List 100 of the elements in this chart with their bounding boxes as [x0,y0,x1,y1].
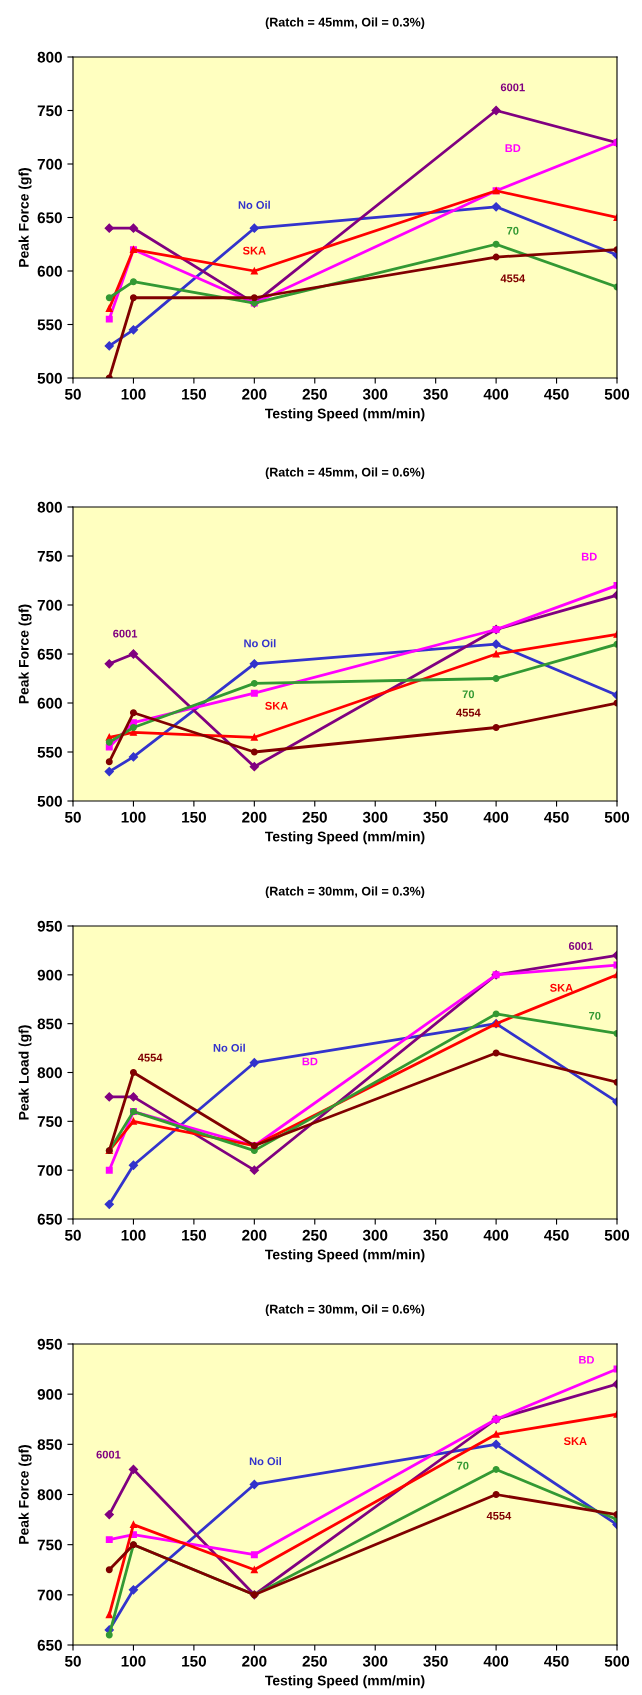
x-tick-label: 200 [242,1655,267,1667]
x-tick-label: 150 [182,811,207,823]
x-tick-label: 500 [604,1655,630,1667]
x-tick-label: 300 [362,1229,388,1241]
y-tick-label: 600 [37,697,62,709]
x-tick-label: 300 [362,1655,388,1667]
x-axis-title: Testing Speed (mm/min) [265,1675,425,1689]
y-tick-label: 750 [37,1539,62,1551]
y-tick-label: 650 [37,1213,62,1225]
y-tick-label: 650 [37,648,62,660]
x-tick-label: 200 [242,811,267,823]
x-tick-label: 350 [423,811,448,823]
series-label: 4554 [500,274,526,283]
series-label: 4554 [486,1511,512,1520]
x-axis-title: Testing Speed (mm/min) [265,831,425,845]
y-tick-label: 850 [37,1439,62,1451]
y-tick-label: 500 [37,372,62,384]
y-axis-title: Peak Force (gf) [18,1445,32,1544]
x-tick-label: 100 [121,1229,146,1241]
series-label: 6001 [568,942,593,950]
x-tick-label: 400 [483,1655,509,1667]
chart-title: (Ratch = 45mm, Oil = 0.6%) [265,467,425,480]
x-axis-title: Testing Speed (mm/min) [265,408,425,422]
x-tick-label: 450 [544,811,569,823]
y-tick-label: 800 [37,1489,62,1501]
chart-title: (Ratch = 30mm, Oil = 0.3%) [265,886,425,899]
y-tick-label: 650 [37,212,62,224]
x-tick-label: 400 [483,388,509,400]
x-tick-label: 350 [423,1229,448,1241]
x-tick-label: 250 [302,1229,327,1241]
y-tick-label: 550 [37,319,62,331]
y-tick-label: 800 [37,1067,62,1079]
y-tick-label: 550 [37,746,62,758]
y-tick-label: 800 [37,51,62,63]
x-tick-label: 150 [182,1229,207,1241]
legend-label: 70 [457,1461,469,1470]
y-tick-label: 950 [37,920,62,932]
text: 70 [507,226,519,235]
x-tick-label: 50 [64,388,81,400]
x-tick-label: 50 [64,811,81,823]
series-label: 6001 [500,83,525,92]
series-label: 70 [589,1011,601,1020]
y-tick-label: 950 [37,1338,62,1350]
series-label: No Oil [244,639,276,648]
series-label: No Oil [249,1457,282,1466]
text: BD [302,1057,318,1066]
x-axis-title: Testing Speed (mm/min) [265,1249,425,1263]
x-tick-label: 250 [302,811,327,823]
x-tick-label: 500 [604,388,630,400]
y-axis-title: Peak Load (gf) [18,1025,32,1120]
series-label: 6001 [96,1450,121,1459]
x-tick-label: 450 [544,1655,569,1667]
x-tick-label: 350 [423,1655,448,1667]
series-label: BD [579,1355,594,1364]
series-label: 6001 [113,629,138,638]
y-tick-label: 650 [37,1639,62,1651]
y-tick-label: 700 [37,1589,62,1601]
y-tick-label: 500 [37,795,62,807]
y-tick-label: 900 [37,969,62,981]
x-tick-label: 100 [121,1655,146,1667]
series-label: 4554 [456,708,481,717]
x-tick-label: 300 [362,388,388,400]
x-tick-label: 400 [483,1229,509,1241]
series-label: SKA [242,246,266,255]
y-tick-label: 800 [37,501,62,513]
x-tick-label: 150 [182,1655,207,1667]
y-tick-label: 850 [37,1018,62,1030]
x-tick-label: 350 [423,388,448,400]
y-axis-title: Peak Force (gf) [18,604,32,704]
series-label: SKA [550,983,573,992]
text: BD [581,552,597,561]
series-label: SKA [563,1437,587,1445]
y-tick-label: 750 [37,105,62,117]
x-tick-label: 500 [604,1229,630,1241]
y-tick-label: 700 [37,158,62,170]
x-tick-label: 100 [121,388,146,400]
y-tick-label: 600 [37,265,62,277]
x-tick-label: 450 [544,1229,569,1241]
text: BD [505,144,521,152]
series-label: 4554 [137,1053,163,1062]
y-tick-label: 900 [37,1389,62,1400]
x-tick-label: 500 [604,811,630,823]
x-tick-label: 150 [182,388,207,400]
series-label: SKA [265,701,288,710]
x-tick-label: 50 [64,1229,81,1241]
y-tick-label: 700 [37,1165,62,1176]
x-tick-label: 200 [242,1229,267,1241]
x-tick-label: 400 [483,811,509,823]
y-axis-title: Peak Force (gf) [18,168,32,267]
x-tick-label: 300 [362,811,388,823]
x-tick-label: 250 [302,388,327,400]
y-tick-label: 750 [37,1116,62,1128]
x-tick-label: 50 [64,1655,81,1667]
x-tick-label: 200 [242,388,267,400]
x-tick-label: 450 [544,388,569,400]
chart-title: (Ratch = 30mm, Oil = 0.6%) [265,1304,425,1317]
series-label: 70 [462,690,475,699]
series-label: No Oil [238,200,270,209]
x-tick-label: 250 [302,1655,327,1667]
y-tick-label: 700 [37,599,62,611]
